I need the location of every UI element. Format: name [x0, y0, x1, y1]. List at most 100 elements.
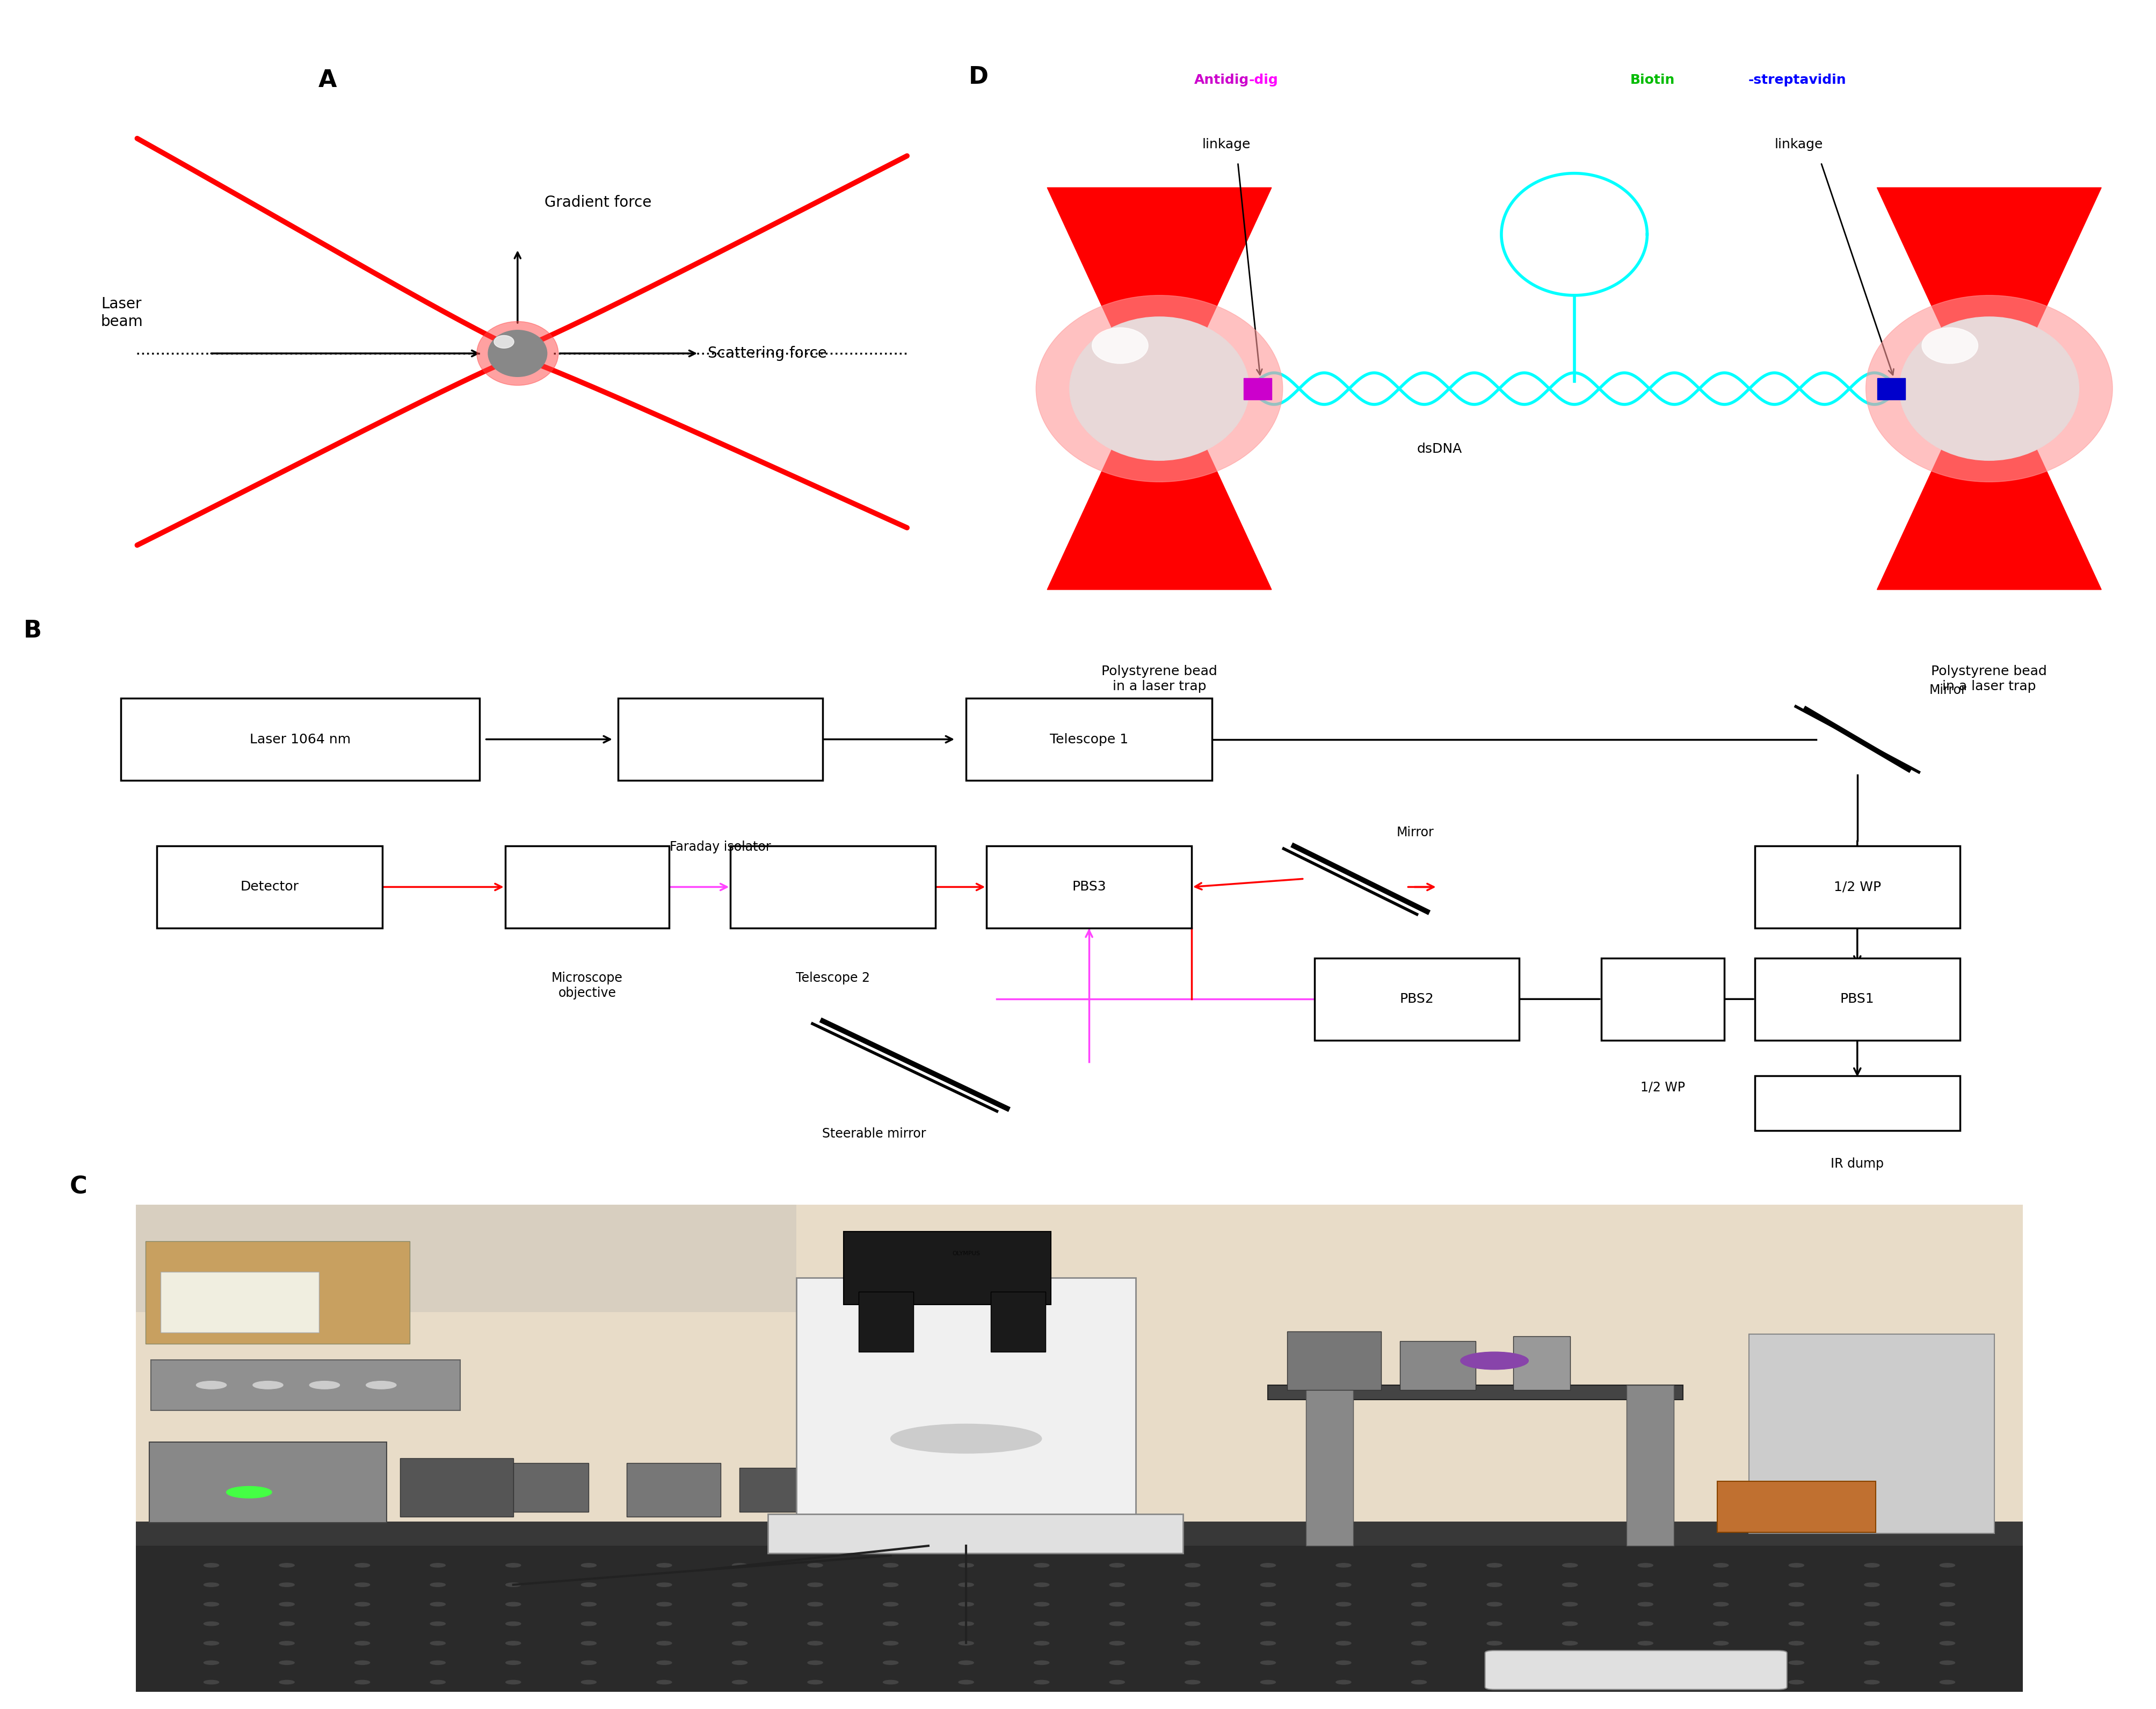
FancyBboxPatch shape: [731, 846, 936, 928]
Circle shape: [1863, 1564, 1880, 1567]
Circle shape: [582, 1661, 595, 1665]
FancyBboxPatch shape: [136, 1526, 2022, 1692]
FancyBboxPatch shape: [1268, 1384, 1682, 1400]
Circle shape: [1940, 1622, 1955, 1625]
Circle shape: [1863, 1603, 1880, 1606]
Circle shape: [280, 1603, 293, 1606]
Circle shape: [507, 1680, 522, 1683]
Circle shape: [1863, 1641, 1880, 1646]
Circle shape: [806, 1641, 824, 1646]
Text: -dig: -dig: [1248, 73, 1279, 87]
Circle shape: [507, 1622, 522, 1625]
Circle shape: [1108, 1583, 1125, 1586]
Text: PBS1: PBS1: [1839, 993, 1874, 1005]
FancyBboxPatch shape: [619, 699, 824, 781]
Circle shape: [733, 1603, 748, 1606]
Circle shape: [1639, 1661, 1654, 1665]
FancyBboxPatch shape: [1399, 1342, 1475, 1389]
Circle shape: [1412, 1680, 1427, 1683]
Circle shape: [1108, 1622, 1125, 1625]
Circle shape: [507, 1603, 522, 1606]
Text: Polystyrene bead
in a laser trap: Polystyrene bead in a laser trap: [1102, 665, 1216, 692]
Circle shape: [1940, 1641, 1955, 1646]
FancyBboxPatch shape: [1716, 1482, 1876, 1533]
FancyBboxPatch shape: [1626, 1384, 1673, 1545]
Circle shape: [226, 1487, 272, 1499]
Ellipse shape: [1899, 316, 2078, 460]
Circle shape: [354, 1622, 371, 1625]
Circle shape: [733, 1680, 748, 1683]
Circle shape: [1488, 1641, 1503, 1646]
Circle shape: [733, 1583, 748, 1586]
Circle shape: [582, 1564, 595, 1567]
Circle shape: [806, 1603, 824, 1606]
Circle shape: [1561, 1622, 1578, 1625]
Text: Steerable mirror: Steerable mirror: [821, 1128, 925, 1140]
Text: Mirror: Mirror: [1930, 684, 1966, 697]
Circle shape: [252, 1381, 282, 1389]
Circle shape: [1940, 1603, 1955, 1606]
Circle shape: [1412, 1603, 1427, 1606]
FancyBboxPatch shape: [144, 1241, 410, 1343]
Circle shape: [429, 1622, 446, 1625]
Circle shape: [884, 1622, 899, 1625]
Circle shape: [1186, 1680, 1201, 1683]
FancyBboxPatch shape: [858, 1292, 914, 1352]
Circle shape: [507, 1583, 522, 1586]
Circle shape: [1639, 1583, 1654, 1586]
Text: PBS3: PBS3: [1072, 880, 1106, 894]
Circle shape: [203, 1564, 220, 1567]
Circle shape: [1335, 1564, 1350, 1567]
FancyBboxPatch shape: [1600, 959, 1725, 1041]
Circle shape: [1561, 1583, 1578, 1586]
FancyBboxPatch shape: [401, 1458, 513, 1516]
Circle shape: [1789, 1661, 1802, 1665]
Circle shape: [507, 1641, 522, 1646]
Circle shape: [1789, 1622, 1802, 1625]
Circle shape: [1561, 1641, 1578, 1646]
FancyBboxPatch shape: [987, 846, 1190, 928]
Circle shape: [1940, 1680, 1955, 1683]
Circle shape: [280, 1622, 293, 1625]
Text: B: B: [24, 619, 41, 643]
Text: linkage: linkage: [1203, 138, 1250, 150]
Circle shape: [1714, 1622, 1729, 1625]
Circle shape: [203, 1622, 220, 1625]
Circle shape: [1035, 1641, 1050, 1646]
Circle shape: [806, 1680, 824, 1683]
FancyBboxPatch shape: [136, 1205, 2022, 1692]
Circle shape: [1940, 1564, 1955, 1567]
Circle shape: [354, 1641, 371, 1646]
Circle shape: [884, 1603, 899, 1606]
FancyBboxPatch shape: [1315, 959, 1518, 1041]
Circle shape: [1335, 1641, 1350, 1646]
Polygon shape: [1876, 432, 2100, 590]
Text: linkage: linkage: [1774, 138, 1822, 150]
Circle shape: [1412, 1661, 1427, 1665]
Text: Polystyrene bead
in a laser trap: Polystyrene bead in a laser trap: [1932, 665, 2046, 692]
Circle shape: [1186, 1564, 1201, 1567]
Circle shape: [959, 1564, 975, 1567]
Circle shape: [354, 1603, 371, 1606]
Circle shape: [203, 1661, 220, 1665]
Circle shape: [280, 1661, 293, 1665]
Text: Laser
beam: Laser beam: [101, 297, 142, 328]
Text: 1/2 WP: 1/2 WP: [1833, 880, 1880, 894]
Circle shape: [1488, 1583, 1503, 1586]
Circle shape: [280, 1680, 293, 1683]
Text: -streptavidin: -streptavidin: [1749, 73, 1846, 87]
Circle shape: [884, 1680, 899, 1683]
Ellipse shape: [476, 321, 558, 386]
Circle shape: [367, 1381, 397, 1389]
Circle shape: [1035, 1622, 1050, 1625]
FancyBboxPatch shape: [1244, 378, 1272, 400]
FancyBboxPatch shape: [1755, 959, 1960, 1041]
Circle shape: [1639, 1564, 1654, 1567]
Circle shape: [655, 1603, 673, 1606]
Circle shape: [280, 1564, 293, 1567]
Circle shape: [884, 1583, 899, 1586]
Circle shape: [1108, 1564, 1125, 1567]
FancyBboxPatch shape: [513, 1463, 589, 1512]
Circle shape: [1561, 1564, 1578, 1567]
Circle shape: [1261, 1622, 1276, 1625]
